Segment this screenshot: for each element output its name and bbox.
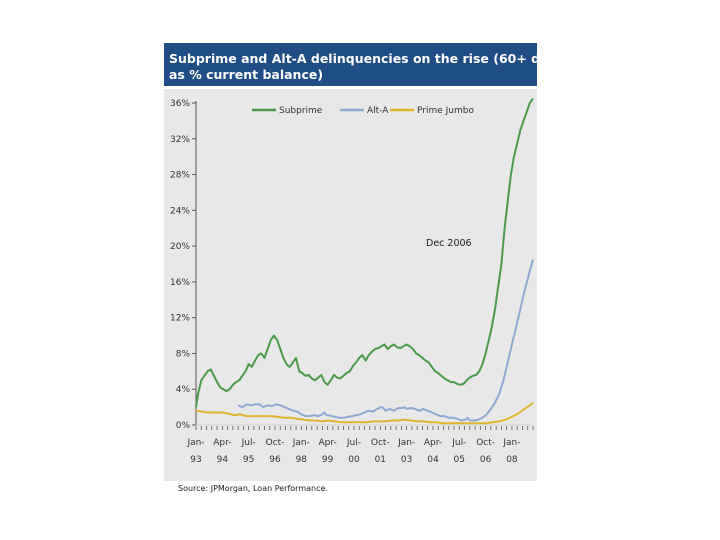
x-tick-label-top: Jan- — [397, 438, 415, 448]
x-tick-label-bottom: 96 — [269, 455, 281, 465]
x-tick-label-top: Jul- — [346, 438, 361, 448]
chart-title-bar: Subprime and Alt-A delinquencies on the … — [164, 43, 553, 86]
y-tick-label: 20% — [170, 242, 190, 252]
legend-label-alt-a: Alt-A — [367, 106, 389, 116]
x-tick-label-top: Oct- — [476, 438, 495, 448]
series-line-alt-a — [237, 259, 534, 422]
x-tick-label-bottom: 05 — [454, 455, 465, 465]
x-tick-label-bottom: 06 — [480, 455, 492, 465]
x-tick-label-bottom: 03 — [401, 455, 412, 465]
x-tick-label-top: Oct- — [371, 438, 390, 448]
y-tick-label: 8% — [176, 349, 191, 359]
source-note: Source: JPMorgan, Loan Performance. — [178, 484, 328, 493]
x-tick-label-top: Jul- — [451, 438, 466, 448]
x-tick-label-bottom: 98 — [296, 455, 308, 465]
x-tick-label-bottom: 08 — [506, 455, 518, 465]
annotation-dec-2006: Dec 2006 — [426, 238, 472, 249]
y-tick-label: 32% — [170, 135, 190, 145]
legend-label-subprime: Subprime — [279, 106, 323, 116]
chart-title-line-2: as % current balance) — [169, 67, 324, 82]
x-tick-label-bottom: 93 — [190, 455, 201, 465]
series-lines — [195, 97, 534, 425]
delinquency-chart: 0% 4% 8% 12% 16% 20% 24% 28% 32% 36% Jan- 93 Apr- 94… — [170, 97, 534, 465]
x-tick-label-top: Jan- — [292, 438, 310, 448]
x-tick-label-top: Oct- — [266, 438, 285, 448]
series-line-prime-jumbo — [195, 401, 534, 425]
x-tick-label-top: Apr- — [213, 438, 231, 448]
y-tick-label: 4% — [176, 385, 191, 395]
y-tick-label: 24% — [170, 206, 190, 216]
chart-title-line-1: Subprime and Alt-A delinquencies on the … — [169, 51, 553, 66]
x-tick-label-top: Jul- — [241, 438, 256, 448]
x-tick-label-bottom: 04 — [427, 455, 439, 465]
x-tick-label-top: Apr- — [319, 438, 337, 448]
x-tick-label-bottom: 00 — [348, 455, 360, 465]
x-tick-label-bottom: 95 — [243, 455, 254, 465]
y-tick-label: 16% — [170, 278, 190, 288]
y-tick-label: 28% — [170, 171, 190, 181]
y-tick-label: 36% — [170, 99, 190, 109]
y-axis: 0% 4% 8% 12% 16% 20% 24% 28% 32% 36% — [170, 99, 197, 431]
y-tick-label: 0% — [176, 421, 191, 431]
x-tick-label-top: Jan- — [186, 438, 204, 448]
chart-figure: Subprime and Alt-A delinquencies on the … — [164, 43, 553, 498]
x-tick-label-top: Apr- — [424, 438, 442, 448]
x-tick-label-bottom: 94 — [217, 455, 229, 465]
x-tick-label-bottom: 01 — [375, 455, 386, 465]
series-line-subprime — [195, 97, 534, 408]
x-tick-label-bottom: 99 — [322, 455, 334, 465]
y-tick-label: 12% — [170, 314, 190, 324]
x-tick-label-top: Jan- — [502, 438, 520, 448]
legend-label-prime-jumbo: Prime Jumbo — [417, 106, 474, 116]
legend: Subprime Alt-A Prime Jumbo — [252, 106, 474, 116]
x-axis: Jan- 93 Apr- 94 Jul- 95 Oct- 96 Jan- 98 Apr- 99 Jul-… — [186, 424, 534, 465]
